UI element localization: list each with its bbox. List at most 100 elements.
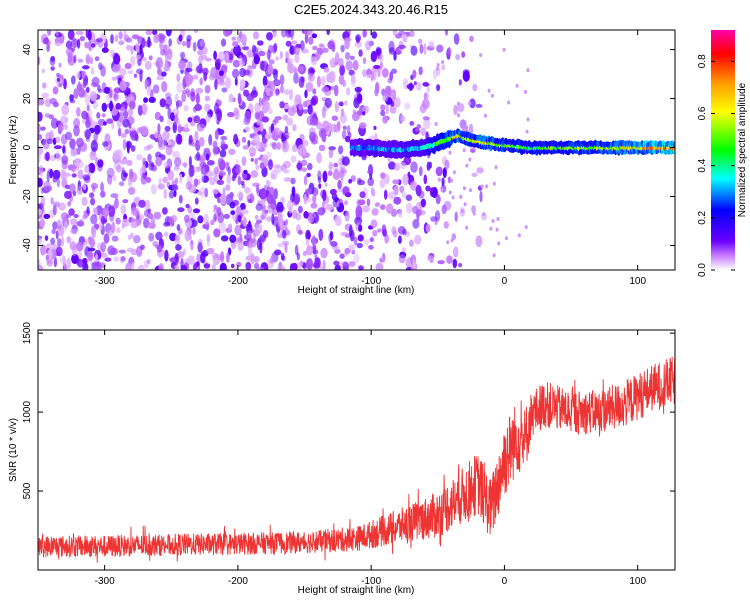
heatmap-noise-cell (219, 149, 227, 158)
heatmap-noise-cell (273, 189, 277, 200)
heatmap-noise-cell (258, 97, 262, 107)
heatmap-noise-cell (306, 245, 313, 256)
heatmap-noise-cell (286, 61, 293, 73)
heatmap-noise-cell (71, 253, 79, 265)
heatmap-noise-cell (118, 181, 125, 187)
heatmap-noise-cell (268, 59, 275, 65)
x-tick-label: -200 (228, 276, 248, 287)
heatmap-noise-cell (182, 40, 187, 47)
heatmap-noise-cell (436, 44, 444, 53)
heatmap-noise-cell (138, 199, 146, 208)
heatmap-noise-cell (255, 223, 263, 235)
heatmap-noise-cell (302, 250, 308, 257)
spectrogram-heatmap (38, 30, 675, 270)
heatmap-noise-cell (301, 48, 309, 54)
heatmap-noise-cell (47, 30, 52, 36)
heatmap-noise-cell (172, 121, 178, 134)
heatmap-noise-cell (494, 165, 498, 170)
heatmap-noise-cell (261, 208, 267, 220)
heatmap-noise-cell (350, 73, 356, 84)
heatmap-noise-cell (358, 199, 366, 206)
heatmap-noise-cell (322, 170, 328, 183)
heatmap-noise-cell (52, 204, 57, 216)
heatmap-noise-cell (472, 211, 476, 216)
heatmap-noise-cell (70, 75, 76, 85)
heatmap-noise-cell (200, 154, 207, 162)
heatmap-noise-cell (38, 164, 44, 177)
heatmap-noise-cell (339, 64, 345, 76)
heatmap-noise-cell (159, 115, 164, 123)
heatmap-noise-cell (369, 237, 374, 243)
heatmap-noise-cell (55, 136, 61, 143)
heatmap-noise-cell (111, 121, 115, 130)
heatmap-noise-cell (89, 150, 97, 161)
heatmap-noise-cell (82, 174, 90, 181)
heatmap-noise-cell (233, 107, 240, 116)
spectrogram-x-label: Height of straight line (km) (298, 285, 415, 296)
heatmap-noise-cell (317, 176, 322, 184)
heatmap-noise-cell (77, 169, 84, 180)
heatmap-noise-cell (119, 159, 127, 165)
heatmap-noise-cell (185, 181, 192, 190)
heatmap-noise-cell (50, 237, 56, 246)
heatmap-noise-cell (308, 258, 313, 265)
heatmap-noise-cell (70, 147, 78, 157)
heatmap-noise-cell (398, 30, 406, 36)
heatmap-noise-cell (390, 91, 397, 102)
heatmap-noise-cell (322, 189, 327, 202)
snr-y-label: SNR (10 * v/v) (8, 418, 19, 482)
heatmap-noise-cell (192, 41, 197, 52)
heatmap-noise-cell (67, 51, 73, 64)
heatmap-noise-cell (144, 78, 148, 90)
heatmap-noise-cell (253, 54, 260, 65)
heatmap-noise-cell (152, 30, 158, 36)
heatmap-noise-cell (304, 89, 308, 99)
heatmap-noise-cell (190, 219, 198, 228)
heatmap-noise-cell (264, 84, 268, 90)
heatmap-noise-cell (517, 233, 521, 238)
heatmap-noise-cell (362, 106, 370, 113)
heatmap-noise-cell (220, 135, 228, 141)
heatmap-noise-cell (61, 155, 69, 165)
heatmap-noise-cell (92, 207, 97, 214)
heatmap-noise-cell (69, 94, 74, 102)
heatmap-noise-cell (381, 68, 389, 78)
heatmap-noise-cell (206, 247, 215, 255)
heatmap-noise-cell (465, 163, 469, 168)
heatmap-noise-cell (392, 179, 400, 185)
heatmap-noise-cell (63, 264, 68, 270)
heatmap-noise-cell (331, 44, 336, 53)
heatmap-noise-cell (178, 34, 183, 42)
heatmap-noise-cell (340, 44, 345, 53)
heatmap-noise-cell (181, 162, 188, 167)
snr-series (38, 356, 675, 563)
heatmap-noise-cell (227, 111, 235, 118)
heatmap-noise-cell (384, 174, 390, 185)
heatmap-noise-cell (284, 125, 289, 134)
heatmap-noise-cell (266, 32, 273, 41)
heatmap-noise-cell (237, 215, 242, 223)
heatmap-noise-cell (336, 120, 341, 131)
heatmap-noise-cell (312, 194, 317, 204)
heatmap-noise-cell (342, 156, 350, 166)
heatmap-noise-cell (453, 104, 458, 116)
heatmap-noise-cell (152, 84, 160, 94)
heatmap-noise-cell (194, 30, 199, 34)
heatmap-noise-cell (299, 260, 304, 267)
heatmap-noise-cell (259, 234, 266, 243)
heatmap-noise-cell (147, 208, 151, 214)
heatmap-noise-cell (415, 127, 420, 132)
heatmap-noise-cell (43, 213, 51, 219)
heatmap-noise-cell (52, 176, 58, 183)
heatmap-noise-cell (391, 68, 397, 74)
heatmap-noise-cell (302, 139, 309, 147)
heatmap-noise-cell (220, 38, 227, 47)
heatmap-noise-cell (515, 83, 519, 88)
heatmap-noise-cell (298, 76, 305, 88)
heatmap-noise-cell (150, 89, 154, 101)
heatmap-noise-cell (379, 178, 386, 189)
heatmap-noise-cell (402, 229, 407, 236)
heatmap-noise-cell (284, 243, 288, 253)
heatmap-noise-cell (291, 144, 298, 153)
heatmap-noise-cell (358, 224, 363, 232)
